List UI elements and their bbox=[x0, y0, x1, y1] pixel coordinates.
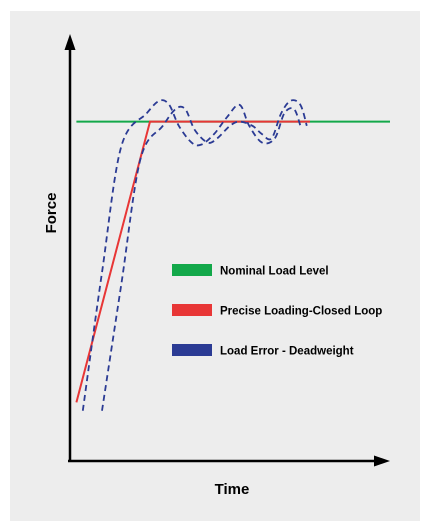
figure-frame bbox=[10, 11, 420, 521]
legend-label-3: Load Error - Deadweight bbox=[220, 346, 354, 358]
series-line-2 bbox=[75, 120, 310, 403]
legend: Nominal Load Level Precise Loading-Closed… bbox=[172, 264, 382, 358]
legend-label-2: Precise Loading-Closed Loop bbox=[220, 306, 382, 318]
legend-swatch-1 bbox=[172, 264, 212, 276]
series-line-3 bbox=[81, 99, 302, 411]
legend-swatch-2 bbox=[172, 304, 212, 316]
series-line-4 bbox=[101, 99, 308, 411]
legend-label-1: Nominal Load Level bbox=[220, 266, 329, 278]
y-axis-arrow bbox=[64, 34, 76, 50]
legend-swatch-3 bbox=[172, 344, 212, 356]
series-layer bbox=[75, 99, 390, 411]
y-axis-title: Force bbox=[43, 193, 60, 234]
x-axis-title: Time bbox=[215, 481, 250, 498]
x-axis-arrow bbox=[374, 455, 390, 467]
